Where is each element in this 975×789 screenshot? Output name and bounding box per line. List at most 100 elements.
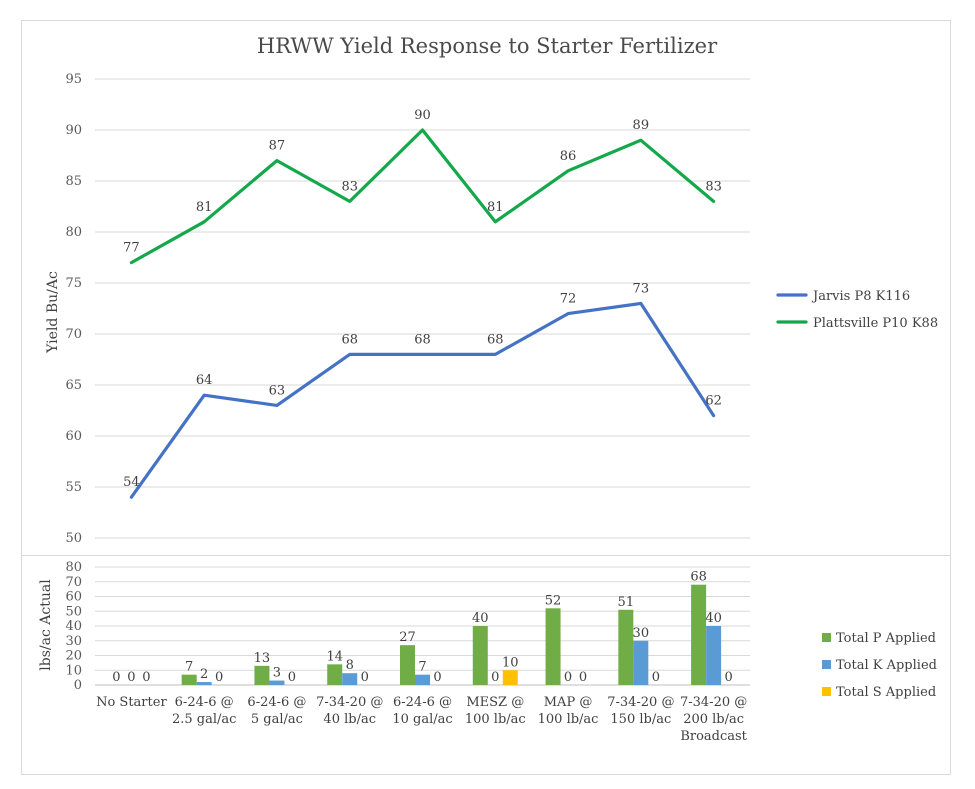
bar-data-label: 0 — [724, 670, 732, 685]
line-data-label: 54 — [123, 475, 140, 490]
bar-data-label: 10 — [502, 655, 519, 670]
line-y-tick-label: 75 — [65, 276, 82, 291]
category-label: No Starter — [96, 695, 167, 710]
line-data-label: 62 — [705, 394, 722, 409]
line-y-tick-label: 80 — [65, 225, 82, 240]
line-data-label: 90 — [414, 108, 431, 123]
line-data-label: 83 — [341, 179, 358, 194]
bar-data-label: 0 — [127, 670, 135, 685]
bar-k-applied — [196, 682, 212, 685]
bar-p-applied — [400, 645, 415, 685]
line-chart-title: HRWW Yield Response to Starter Fertilize… — [257, 34, 718, 58]
bar-y-tick-label: 70 — [65, 575, 82, 590]
legend-swatch-p-applied — [822, 633, 831, 642]
category-label: 6-24-6 @ — [393, 695, 452, 710]
line-data-label: 89 — [633, 118, 650, 133]
category-label: 6-24-6 @ — [175, 695, 234, 710]
bar-data-label: 0 — [215, 670, 223, 685]
bar-p-applied — [472, 626, 488, 685]
legend-label-plattsville: Plattsville P10 K88 — [813, 316, 938, 331]
bar-data-label: 14 — [326, 649, 343, 664]
line-y-tick-label: 60 — [65, 429, 82, 444]
line-data-label: 68 — [414, 332, 431, 347]
category-label: 40 lb/ac — [323, 712, 376, 727]
line-data-label: 63 — [269, 383, 286, 398]
line-data-label: 81 — [487, 200, 504, 215]
line-data-label: 68 — [341, 332, 358, 347]
bar-data-label: 0 — [142, 670, 150, 685]
line-data-label: 86 — [560, 149, 577, 164]
line-y-tick-label: 85 — [65, 174, 82, 189]
bar-y-tick-label: 30 — [65, 634, 82, 649]
bar-data-label: 52 — [545, 593, 562, 608]
category-label: MESZ @ — [466, 695, 524, 710]
bar-k-applied — [415, 674, 430, 685]
bar-y-tick-label: 20 — [65, 649, 82, 664]
category-label: 7-34-20 @ — [607, 695, 674, 710]
bar-k-applied — [342, 673, 358, 685]
bar-p-applied — [327, 664, 343, 685]
line-data-label: 73 — [633, 281, 650, 296]
bar-data-label: 0 — [112, 670, 120, 685]
bar-data-label: 2 — [200, 667, 208, 682]
line-data-label: 64 — [196, 373, 213, 388]
bar-data-label: 3 — [273, 666, 281, 681]
bar-k-applied — [706, 626, 722, 685]
bar-s-applied — [502, 670, 518, 685]
bar-data-label: 40 — [705, 611, 722, 626]
line-data-label: 83 — [705, 179, 722, 194]
bar-k-applied — [633, 640, 649, 685]
line-data-label: 87 — [269, 139, 286, 154]
category-label: 6-24-6 @ — [247, 695, 306, 710]
bar-data-label: 7 — [418, 660, 426, 675]
bar-data-label: 0 — [564, 670, 572, 685]
category-label: 7-34-20 @ — [316, 695, 383, 710]
bar-data-label: 0 — [433, 670, 441, 685]
bar-p-applied — [545, 608, 561, 685]
bar-p-applied — [691, 584, 707, 685]
legend-swatch-k-applied — [822, 660, 831, 669]
line-data-label: 77 — [123, 241, 140, 256]
bar-data-label: 0 — [288, 670, 296, 685]
bar-data-label: 0 — [579, 670, 587, 685]
category-label: 100 lb/ac — [465, 712, 526, 727]
category-label: Broadcast — [680, 729, 747, 744]
category-label: 10 gal/ac — [392, 712, 452, 727]
line-data-label: 72 — [560, 292, 577, 307]
series-line-plattsville — [129, 128, 716, 265]
line-data-label: 81 — [196, 200, 213, 215]
bar-k-applied — [269, 680, 285, 685]
bar-data-label: 0 — [652, 670, 660, 685]
bar-y-tick-label: 0 — [74, 678, 82, 693]
category-label: 100 lb/ac — [538, 712, 599, 727]
bar-data-label: 0 — [491, 670, 499, 685]
series-line-jarvis — [129, 301, 716, 499]
category-label: 150 lb/ac — [610, 712, 671, 727]
bar-data-label: 30 — [633, 626, 650, 641]
line-y-tick-label: 95 — [65, 72, 82, 87]
line-y-tick-label: 70 — [65, 327, 82, 342]
bar-data-label: 0 — [361, 670, 369, 685]
category-label: 200 lb/ac — [683, 712, 744, 727]
bar-data-label: 68 — [690, 570, 707, 585]
category-label: 7-34-20 @ — [680, 695, 747, 710]
bar-p-applied — [181, 674, 197, 685]
bar-data-label: 51 — [618, 595, 635, 610]
legend-label-jarvis: Jarvis P8 K116 — [811, 289, 910, 304]
line-chart-y-axis-title: Yield Bu/Ac — [45, 271, 61, 354]
category-label: MAP @ — [544, 695, 593, 710]
bar-data-label: 27 — [399, 630, 416, 645]
bar-y-tick-label: 60 — [65, 590, 82, 605]
legend-swatch-s-applied — [822, 687, 831, 696]
legend-label-s-applied: Total S Applied — [836, 685, 936, 700]
line-y-tick-label: 50 — [65, 531, 82, 546]
bar-y-tick-label: 80 — [65, 560, 82, 575]
legend-label-p-applied: Total P Applied — [836, 631, 936, 646]
category-label: 2.5 gal/ac — [172, 712, 236, 727]
bar-chart-y-axis-title: lbs/ac Actual — [38, 579, 54, 671]
bar-data-label: 7 — [185, 660, 193, 675]
legend-label-k-applied: Total K Applied — [836, 658, 937, 673]
bar-p-applied — [618, 609, 634, 685]
